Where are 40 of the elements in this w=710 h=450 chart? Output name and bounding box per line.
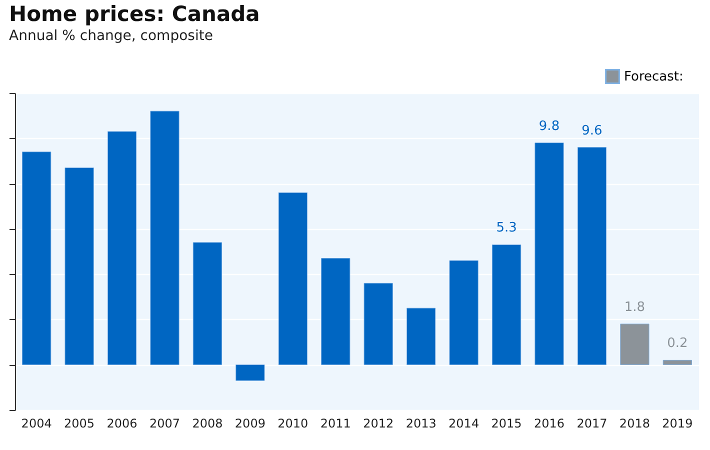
x-tick-label: 2017 (576, 416, 608, 430)
data-label: 1.8 (624, 300, 646, 315)
x-tick-label: 2006 (106, 416, 138, 430)
bar (577, 147, 607, 365)
chart-subtitle: Annual % change, composite (9, 28, 213, 44)
bar (364, 282, 393, 365)
x-tick-label: 2010 (278, 416, 308, 430)
bar (64, 167, 94, 365)
data-label: 9.8 (538, 118, 560, 134)
x-tick-label: 2013 (406, 416, 436, 430)
x-tick-label: 2007 (149, 416, 180, 430)
bar (449, 260, 478, 365)
bar (406, 308, 436, 365)
bar (492, 244, 522, 365)
bar (107, 131, 137, 365)
x-tick-label: 2018 (619, 416, 650, 430)
x-tick-label: 2014 (448, 416, 480, 430)
bar (22, 152, 52, 365)
x-tick-label: 2011 (320, 416, 351, 430)
bar (150, 110, 180, 365)
data-label: 9.6 (582, 123, 602, 138)
x-tick-label: 2015 (491, 416, 522, 430)
data-label: 5.3 (496, 220, 517, 236)
bar (534, 142, 564, 365)
legend-label: Forecast: (624, 70, 684, 84)
bar (192, 242, 222, 365)
data-label: 0.2 (667, 336, 688, 352)
chart-title: Home prices: Canada (9, 2, 260, 26)
x-tick-label: 2016 (534, 416, 565, 430)
x-tick-label: 2009 (234, 416, 266, 430)
x-tick-label: 2019 (662, 416, 693, 430)
x-tick-label: 2005 (64, 416, 95, 430)
bar (620, 324, 650, 365)
bar (662, 360, 692, 365)
x-tick-label: 2012 (363, 416, 394, 430)
x-tick-label: 2004 (21, 416, 52, 430)
x-tick-label: 2008 (192, 416, 223, 430)
bar (321, 258, 350, 365)
bar (236, 364, 265, 381)
bar (278, 192, 308, 365)
